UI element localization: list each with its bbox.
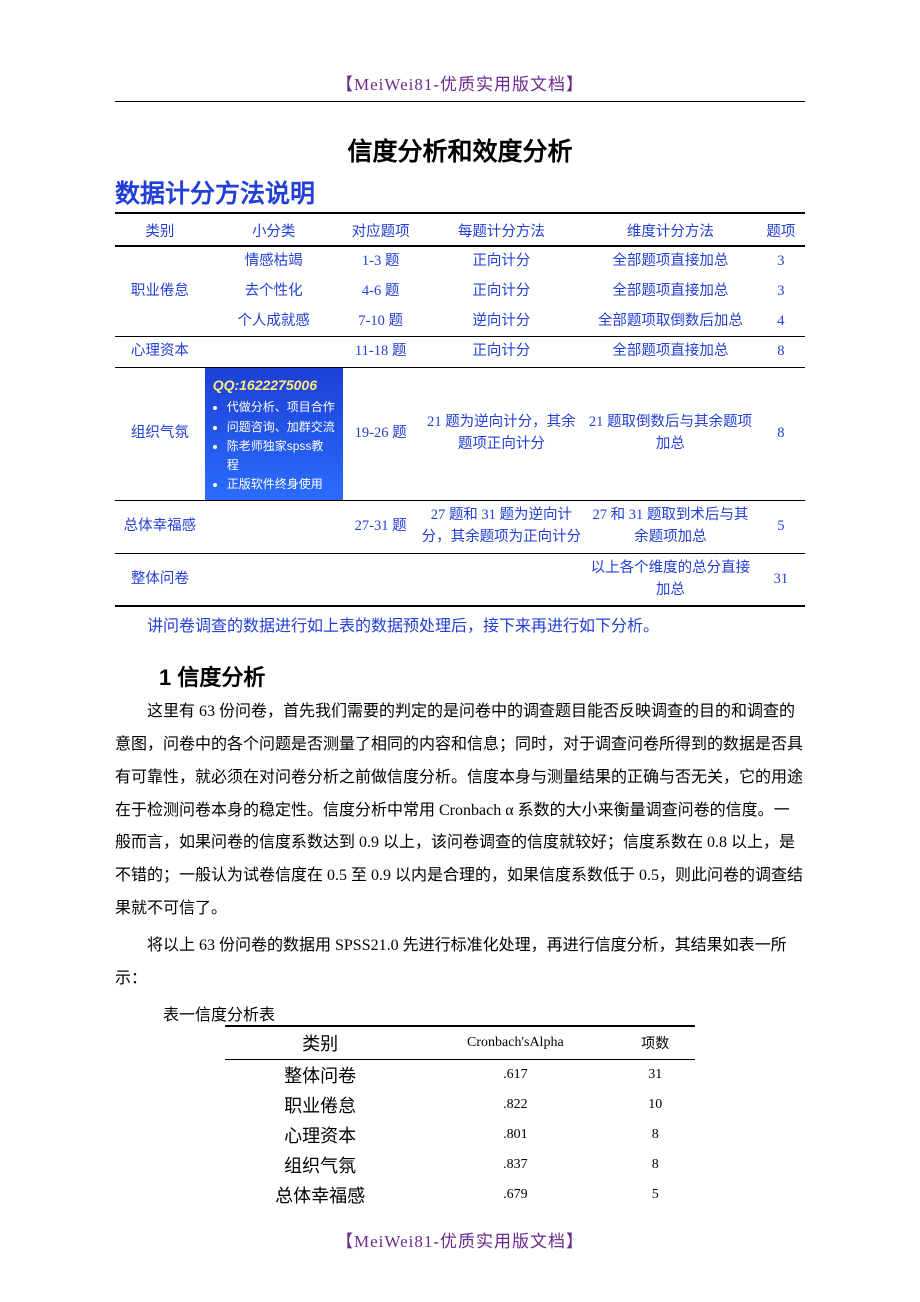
col-items: 对应题项 bbox=[343, 216, 419, 246]
table-row: 组织气氛QQ:1622275006代做分析、项目合作问题咨询、加群交流陈老师独家… bbox=[115, 368, 805, 501]
cell-per-item: 27 题和 31 题为逆向计分，其余题项为正向计分 bbox=[419, 501, 585, 554]
table-row: 情感枯竭1-3 题正向计分全部题项直接加总3 bbox=[115, 246, 805, 277]
promo-item: 陈老师独家spss教程 bbox=[227, 437, 335, 475]
col-items: 项数 bbox=[616, 1026, 695, 1060]
cell-dimension: 21 题取倒数后与其余题项加总 bbox=[584, 368, 757, 501]
cell-per-item: 21 题为逆向计分，其余题项正向计分 bbox=[419, 368, 585, 501]
cell-count: 5 bbox=[757, 501, 805, 554]
cell-category: 组织气氛 bbox=[115, 368, 205, 501]
cell-per-item: 正向计分 bbox=[419, 277, 585, 307]
paragraph-2: 将以上 63 份问卷的数据用 SPSS21.0 先进行标准化处理，再进行信度分析… bbox=[115, 930, 805, 996]
cell-per-item: 正向计分 bbox=[419, 337, 585, 368]
cell-alpha: .679 bbox=[415, 1180, 616, 1210]
cell-dimension: 以上各个维度的总分直接加总 bbox=[584, 553, 757, 606]
cell-per-item: 逆向计分 bbox=[419, 307, 585, 337]
cell-category: 职业倦怠 bbox=[225, 1090, 414, 1120]
cell-subcategory: 情感枯竭 bbox=[205, 246, 343, 277]
main-title: 信度分析和效度分析 bbox=[115, 132, 805, 168]
section-heading-scoring: 数据计分方法说明 bbox=[115, 174, 805, 214]
cell-alpha: .822 bbox=[415, 1090, 616, 1120]
cell-items: 4-6 题 bbox=[343, 277, 419, 307]
paragraph-1: 这里有 63 份问卷，首先我们需要的判定的是问卷中的调查题目能否反映调查的目的和… bbox=[115, 696, 805, 926]
cell-items: 7-10 题 bbox=[343, 307, 419, 337]
cell-subcategory bbox=[205, 501, 343, 554]
cell-category: 整体问卷 bbox=[115, 553, 205, 606]
cell-items: 1-3 题 bbox=[343, 246, 419, 277]
table-header-row: 类别 Cronbach'sAlpha 项数 bbox=[225, 1026, 694, 1060]
cell-items: 27-31 题 bbox=[343, 501, 419, 554]
col-count: 题项 bbox=[757, 216, 805, 246]
cell-category bbox=[115, 307, 205, 337]
table-row: 组织气氛.8378 bbox=[225, 1150, 694, 1180]
page-header-tag: 【MeiWei81-优质实用版文档】 bbox=[115, 70, 805, 102]
post-table-note: 讲问卷调查的数据进行如上表的数据预处理后，接下来再进行如下分析。 bbox=[115, 611, 805, 644]
col-category: 类别 bbox=[115, 216, 205, 246]
cell-count: 8 bbox=[757, 337, 805, 368]
promo-qq: QQ:1622275006 bbox=[213, 374, 335, 396]
table-row: 个人成就感7-10 题逆向计分全部题项取倒数后加总4 bbox=[115, 307, 805, 337]
cell-category: 心理资本 bbox=[225, 1120, 414, 1150]
cell-count: 3 bbox=[757, 246, 805, 277]
table-row: 职业倦怠去个性化4-6 题正向计分全部题项直接加总3 bbox=[115, 277, 805, 307]
cell-alpha: .801 bbox=[415, 1120, 616, 1150]
promo-list: 代做分析、项目合作问题咨询、加群交流陈老师独家spss教程正版软件终身使用 bbox=[213, 398, 335, 494]
cell-count: 10 bbox=[616, 1090, 695, 1120]
cell-items: 19-26 题 bbox=[343, 368, 419, 501]
cell-alpha: .837 bbox=[415, 1150, 616, 1180]
table-row: 总体幸福感 27-31 题27 题和 31 题为逆向计分，其余题项为正向计分27 … bbox=[115, 501, 805, 554]
cell-category: 总体幸福感 bbox=[225, 1180, 414, 1210]
cell-alpha: .617 bbox=[415, 1060, 616, 1091]
promo-item: 正版软件终身使用 bbox=[227, 475, 335, 494]
table-row: 总体幸福感.6795 bbox=[225, 1180, 694, 1210]
col-category: 类别 bbox=[225, 1026, 414, 1060]
reliability-table-caption: 表一信度分析表 bbox=[163, 1001, 805, 1025]
cell-items bbox=[343, 553, 419, 606]
cell-count: 5 bbox=[616, 1180, 695, 1210]
cell-subcategory: 去个性化 bbox=[205, 277, 343, 307]
col-dimension: 维度计分方法 bbox=[584, 216, 757, 246]
cell-dimension: 全部题项直接加总 bbox=[584, 277, 757, 307]
cell-per-item bbox=[419, 553, 585, 606]
section-heading-reliability: 1 信度分析 bbox=[159, 660, 805, 692]
cell-category: 心理资本 bbox=[115, 337, 205, 368]
cell-subcategory bbox=[205, 337, 343, 368]
table-row: 整体问卷.61731 bbox=[225, 1060, 694, 1091]
cell-subcategory: 个人成就感 bbox=[205, 307, 343, 337]
col-alpha: Cronbach'sAlpha bbox=[415, 1026, 616, 1060]
promo-item: 代做分析、项目合作 bbox=[227, 398, 335, 417]
cell-category: 整体问卷 bbox=[225, 1060, 414, 1091]
table-header-row: 类别 小分类 对应题项 每题计分方法 维度计分方法 题项 bbox=[115, 216, 805, 246]
table-row: 整体问卷 以上各个维度的总分直接加总31 bbox=[115, 553, 805, 606]
table-row: 心理资本 11-18 题正向计分全部题项直接加总8 bbox=[115, 337, 805, 368]
cell-dimension: 全部题项取倒数后加总 bbox=[584, 307, 757, 337]
cell-count: 3 bbox=[757, 277, 805, 307]
cell-count: 31 bbox=[616, 1060, 695, 1091]
col-per-item: 每题计分方法 bbox=[419, 216, 585, 246]
cell-count: 8 bbox=[616, 1150, 695, 1180]
reliability-table: 类别 Cronbach'sAlpha 项数 整体问卷.61731职业倦怠.822… bbox=[225, 1025, 694, 1210]
cell-category: 总体幸福感 bbox=[115, 501, 205, 554]
cell-count: 31 bbox=[757, 553, 805, 606]
cell-count: 8 bbox=[616, 1120, 695, 1150]
cell-count: 4 bbox=[757, 307, 805, 337]
cell-subcategory: QQ:1622275006代做分析、项目合作问题咨询、加群交流陈老师独家spss… bbox=[205, 368, 343, 501]
page-footer-tag: 【MeiWei81-优质实用版文档】 bbox=[115, 1227, 805, 1252]
table-row: 职业倦怠.82210 bbox=[225, 1090, 694, 1120]
col-subcategory: 小分类 bbox=[205, 216, 343, 246]
cell-category: 组织气氛 bbox=[225, 1150, 414, 1180]
cell-count: 8 bbox=[757, 368, 805, 501]
promo-box: QQ:1622275006代做分析、项目合作问题咨询、加群交流陈老师独家spss… bbox=[205, 368, 343, 500]
table-row: 心理资本.8018 bbox=[225, 1120, 694, 1150]
cell-dimension: 全部题项直接加总 bbox=[584, 246, 757, 277]
scoring-method-table: 类别 小分类 对应题项 每题计分方法 维度计分方法 题项 情感枯竭1-3 题正向… bbox=[115, 216, 805, 607]
cell-subcategory bbox=[205, 553, 343, 606]
cell-per-item: 正向计分 bbox=[419, 246, 585, 277]
cell-category bbox=[115, 246, 205, 277]
cell-items: 11-18 题 bbox=[343, 337, 419, 368]
cell-dimension: 27 和 31 题取到术后与其余题项加总 bbox=[584, 501, 757, 554]
cell-category: 职业倦怠 bbox=[115, 277, 205, 307]
promo-item: 问题咨询、加群交流 bbox=[227, 418, 335, 437]
cell-dimension: 全部题项直接加总 bbox=[584, 337, 757, 368]
document-page: 【MeiWei81-优质实用版文档】 信度分析和效度分析 数据计分方法说明 类别… bbox=[0, 0, 920, 1302]
